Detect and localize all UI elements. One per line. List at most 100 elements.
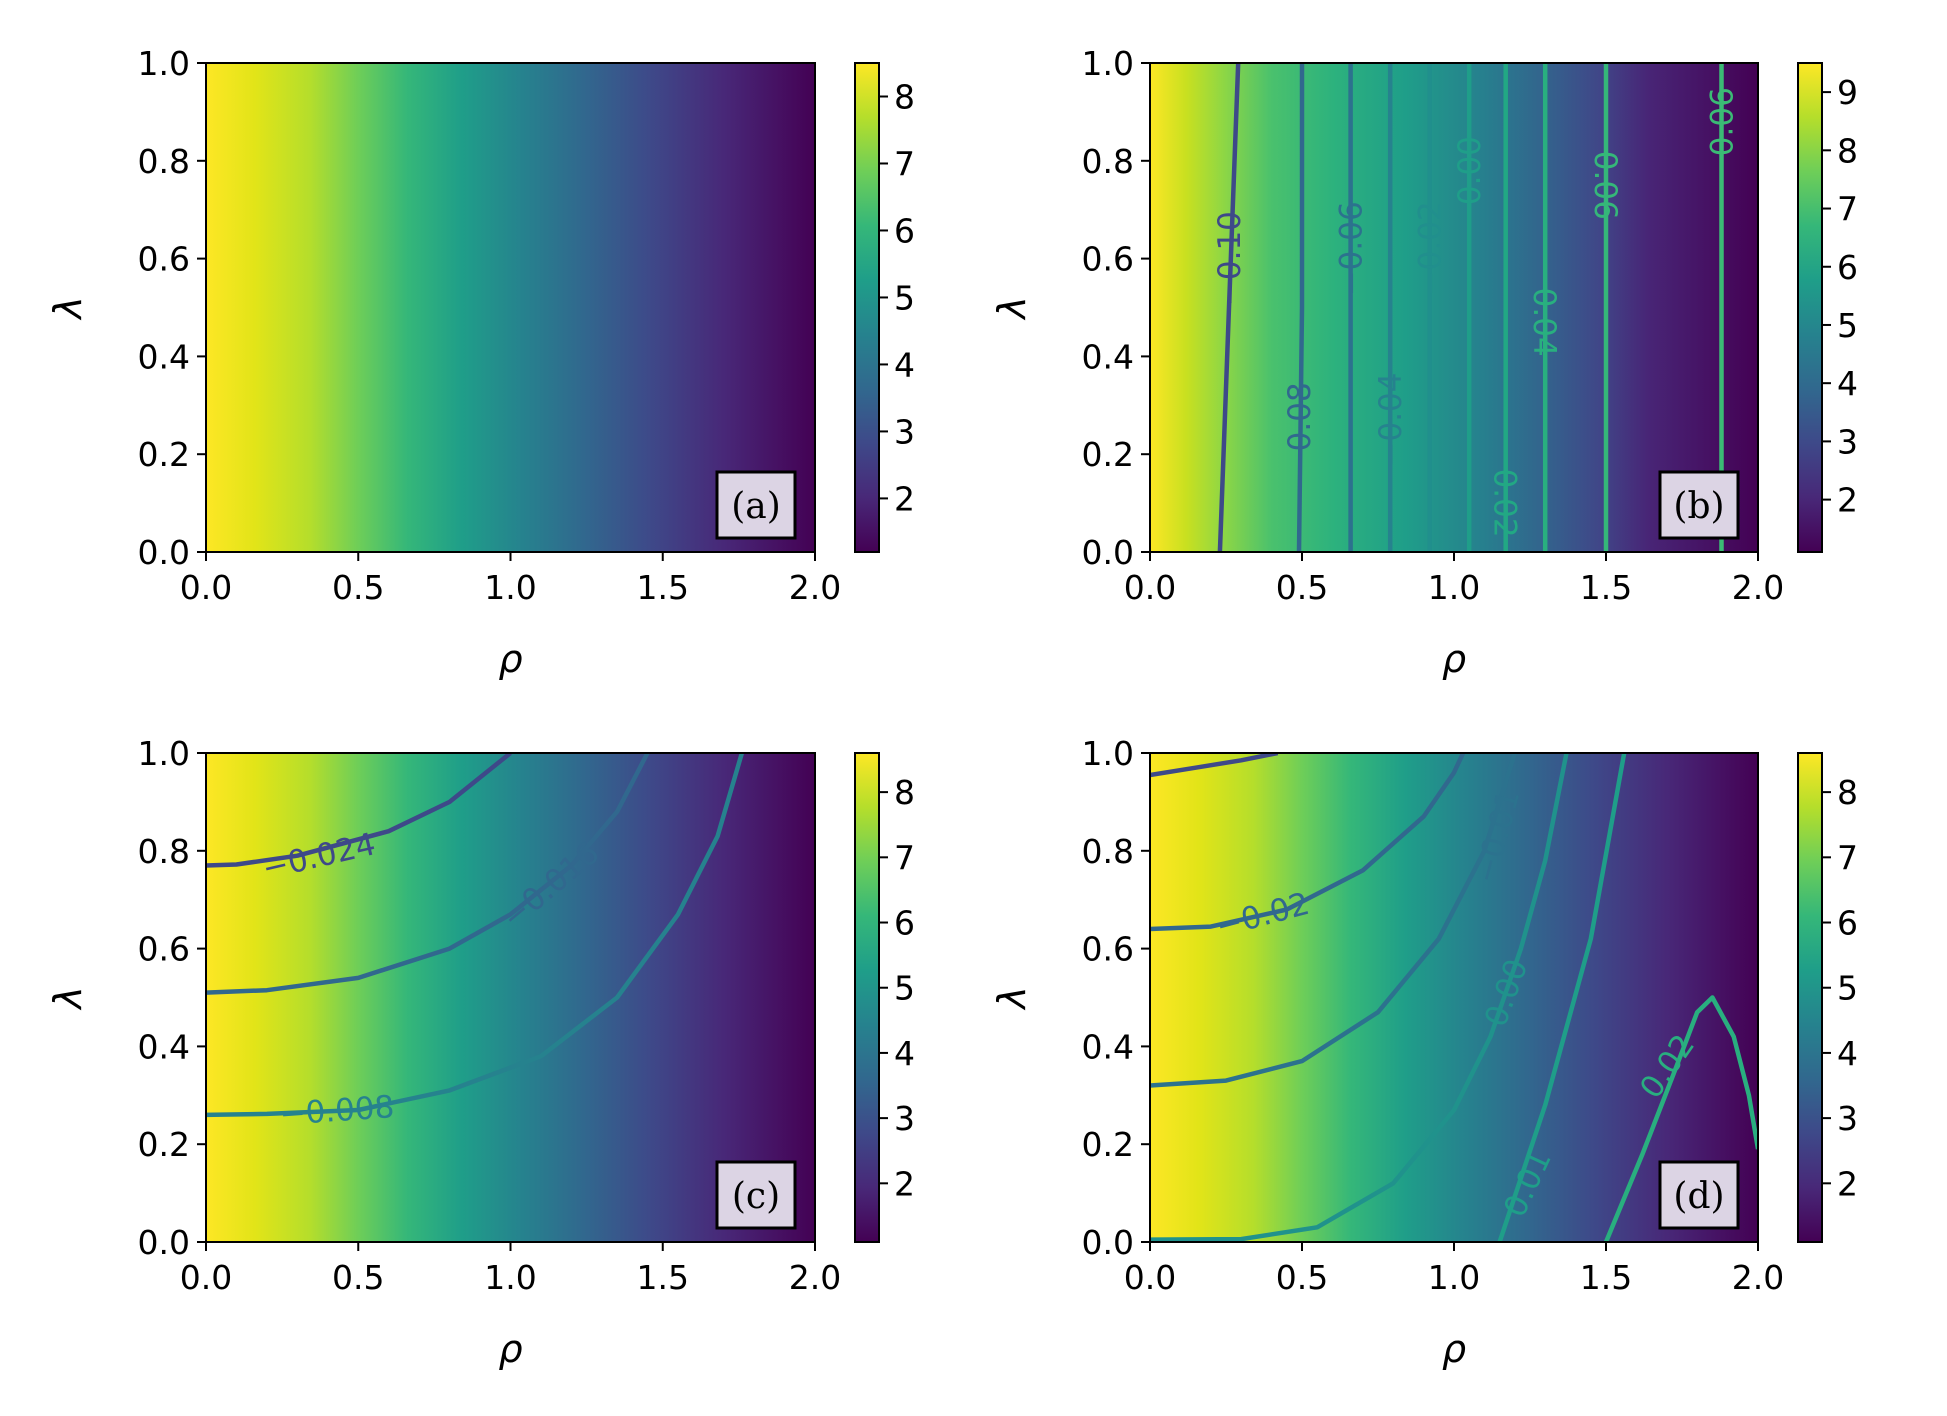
x-tick-label: 2.0 [1732,568,1784,607]
y-tick-label: 0.0 [138,533,190,572]
contours-c [206,753,745,1118]
contour-line [1150,753,1279,778]
x-tick-label: 0.5 [1276,1258,1328,1297]
x-tick-label: 2.0 [1732,1258,1784,1297]
colorbar-tick-label: 4 [1837,1034,1858,1073]
panel-label: (c) [732,1176,780,1217]
colorbar-tick-label: 7 [894,838,915,877]
heatmap-b [1150,63,1758,552]
x-tick-label: 1.5 [1580,1258,1632,1297]
contour-line [1603,995,1758,1242]
contour-label: 0.02 [1487,469,1523,538]
contour-label: 0.06 [1587,151,1623,220]
contour-line [1217,63,1241,552]
contour-label-text: −0.10 [1212,211,1248,306]
contour-label: −0.10 [1212,211,1248,306]
y-axis-label: λ [990,986,1034,1011]
x-tick-label: 1.0 [1428,568,1480,607]
y-tick-label: 0.8 [1082,832,1134,871]
panel-d: −0.02−0.010.000.010.020.0 0.5 1.0 1.5 2.00.0… [990,734,1858,1371]
contour-line [1150,753,1569,1242]
contour-label-text: 0.02 [1487,469,1523,538]
colorbar [1797,752,1823,1243]
colorbar-tick-label: 8 [1837,773,1858,812]
colorbar-tick-label: 6 [1837,904,1858,943]
panel-label-box [1658,470,1740,540]
colorbar-tick-label: 3 [894,1099,915,1138]
contour-line [206,753,650,995]
contour-line [1150,753,1517,1088]
contour-label-text: 0.04 [1526,288,1562,357]
colorbar-tick-label: 3 [894,412,915,451]
colorbar-tick-label: 8 [1837,131,1858,170]
colorbar-tick-label: 5 [1837,306,1858,345]
contour-label-text: 0.00 [1452,136,1488,205]
y-tick-label: 0.6 [1082,240,1134,279]
colorbar-tick-label: 2 [894,1164,915,1203]
x-axis-label: ρ [498,1327,522,1371]
x-tick-label: 2.0 [789,568,841,607]
x-tick-label: 0.5 [332,1258,384,1297]
contour-label-text: −0.008 [278,1089,395,1133]
contour-label-text: −0.06 [1334,201,1370,296]
colorbar-tick-label: 4 [1837,364,1858,403]
y-tick-label: 1.0 [138,44,190,83]
contour-label: −0.02 [1413,201,1449,296]
colorbar-tick-label: 3 [1837,1099,1858,1138]
y-tick-label: 0.2 [138,1125,190,1164]
y-axis-label: λ [46,296,90,321]
colorbar-tick-label: 3 [1837,422,1858,461]
contour-label: −0.06 [1334,201,1370,296]
contour-line [1497,753,1627,1242]
x-tick-label: 1.5 [637,568,689,607]
y-tick-label: 1.0 [1082,734,1134,773]
y-tick-label: 1.0 [138,734,190,773]
y-tick-label: 0.0 [1082,1223,1134,1262]
x-axis-label: ρ [1442,1327,1466,1371]
panel-label: (d) [1673,1176,1724,1217]
colorbar-tick-label: 2 [894,479,915,518]
colorbar-tick-label: 6 [894,211,915,250]
x-tick-label: 0.0 [180,568,232,607]
y-tick-label: 0.0 [138,1223,190,1262]
y-tick-label: 0.6 [1082,930,1134,969]
y-tick-label: 0.4 [138,337,190,376]
x-tick-label: 1.0 [1428,1258,1480,1297]
x-tick-label: 1.5 [1580,568,1632,607]
contour-label: 0.06 [1705,87,1741,156]
colorbar [1797,62,1823,553]
contour-label: 0.00 [1452,136,1488,205]
x-tick-label: 0.0 [1124,568,1176,607]
contour-label-text: −0.08 [1282,382,1318,477]
y-tick-label: 0.4 [1082,337,1134,376]
colorbar-tick-label: 8 [894,77,915,116]
panel-label: (b) [1673,486,1724,527]
y-tick-label: 0.4 [1082,1027,1134,1066]
x-tick-label: 0.0 [1124,1258,1176,1297]
contour-label-text: 0.06 [1587,151,1623,220]
colorbar-tick-label: 2 [1837,481,1858,520]
contour-label: −0.04 [1373,373,1409,468]
heatmap-a [206,63,815,552]
colorbar-tick-label: 4 [894,1034,915,1073]
x-tick-label: 1.5 [637,1258,689,1297]
x-tick-label: 0.0 [180,1258,232,1297]
y-tick-label: 1.0 [1082,44,1134,83]
colorbar-tick-label: 6 [1837,248,1858,287]
heatmap-d [1150,753,1758,1242]
colorbar-tick-label: 7 [1837,838,1858,877]
y-tick-label: 0.2 [1082,435,1134,474]
contour-label: 0.04 [1526,288,1562,357]
contour-label-text: 0.06 [1705,87,1741,156]
y-axis-label: λ [990,296,1034,321]
contour-label: −0.08 [1282,382,1318,477]
colorbar-tick-label: 5 [894,969,915,1008]
y-tick-label: 0.2 [1082,1125,1134,1164]
contour-line [206,753,512,868]
contours-d [1150,753,1758,1242]
x-tick-label: 1.0 [484,568,536,607]
y-tick-label: 0.6 [138,240,190,279]
y-axis-label: λ [46,986,90,1011]
y-tick-label: 0.6 [138,930,190,969]
